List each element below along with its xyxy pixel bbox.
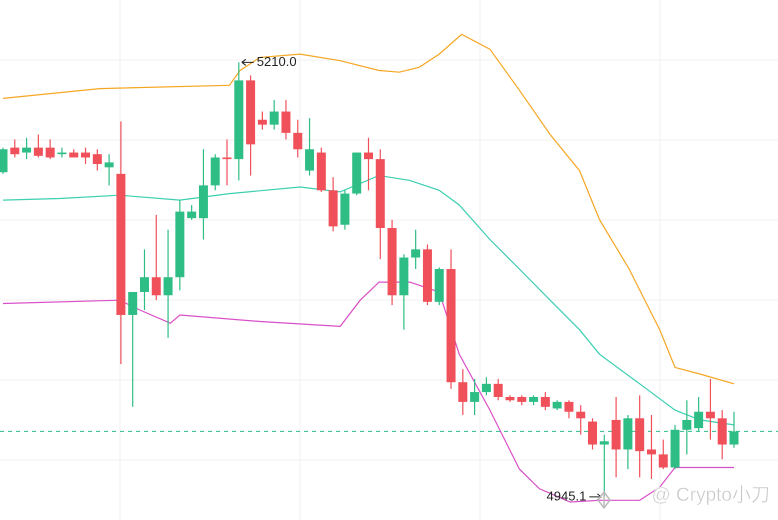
candle-body — [139, 277, 149, 292]
candle-body — [588, 421, 598, 445]
candle-body — [505, 396, 515, 401]
candle-body — [446, 269, 456, 383]
candle-body — [422, 249, 432, 302]
candle-body — [0, 149, 8, 173]
candle-body — [257, 119, 267, 125]
candle-body — [576, 411, 586, 419]
candle-body — [33, 147, 43, 156]
candle-body — [646, 449, 656, 455]
band-line — [2, 174, 735, 426]
candle-body — [529, 396, 539, 402]
candle-body — [729, 431, 739, 445]
candle-body — [281, 111, 291, 133]
candle-body — [316, 152, 326, 191]
candle-body — [57, 152, 67, 155]
candle-body — [234, 80, 244, 160]
annotation-label: 4945.1 — [547, 488, 587, 503]
candle-body — [210, 157, 220, 186]
candle-body — [328, 190, 338, 227]
candle-body — [22, 147, 32, 153]
candle-body — [10, 147, 20, 155]
candle-body — [340, 193, 350, 225]
candle-body — [163, 277, 173, 296]
candle-body — [658, 454, 668, 468]
candle-body — [670, 429, 680, 468]
candle-body — [470, 392, 480, 402]
candle-body — [387, 228, 397, 296]
candle-body — [705, 411, 715, 419]
watermark: @ Crypto小刀 — [651, 484, 770, 506]
candle-body — [375, 159, 385, 229]
candle-body — [222, 157, 232, 160]
candle-body — [694, 411, 704, 429]
candle-body — [352, 152, 362, 194]
candle-body — [564, 401, 574, 412]
candle-body — [517, 396, 527, 402]
candle-body — [116, 173, 126, 315]
annotation-arrow — [241, 58, 254, 66]
candle-body — [682, 419, 692, 430]
candle-body — [434, 269, 444, 302]
candle-body — [717, 418, 727, 445]
candle-body — [399, 257, 409, 296]
candle-body — [552, 401, 562, 409]
candle-body — [104, 162, 114, 168]
band-line — [2, 33, 735, 385]
candle-body — [81, 152, 91, 158]
candle-body — [246, 80, 256, 145]
watermark-icon — [597, 490, 611, 510]
candle-body — [481, 383, 491, 393]
candle-body — [69, 152, 79, 158]
candle-body — [187, 211, 197, 219]
candle-body — [540, 396, 550, 407]
candle-body — [151, 277, 161, 296]
annotation-label: 5210.0 — [257, 54, 297, 69]
candle-body — [175, 211, 185, 278]
candle-body — [305, 149, 315, 171]
candle-body — [198, 185, 208, 219]
candle-body — [635, 418, 645, 452]
candle-body — [269, 111, 279, 125]
candle-body — [45, 147, 55, 158]
candle-body — [128, 291, 138, 315]
candle-body — [293, 132, 303, 150]
candle-body — [599, 441, 609, 445]
candle-body — [364, 152, 373, 160]
candle-body — [458, 382, 468, 402]
candle-body — [92, 154, 102, 165]
candle-body — [623, 418, 633, 450]
candle-body — [493, 383, 503, 397]
candle-body — [411, 249, 421, 258]
candle-body — [611, 419, 621, 450]
